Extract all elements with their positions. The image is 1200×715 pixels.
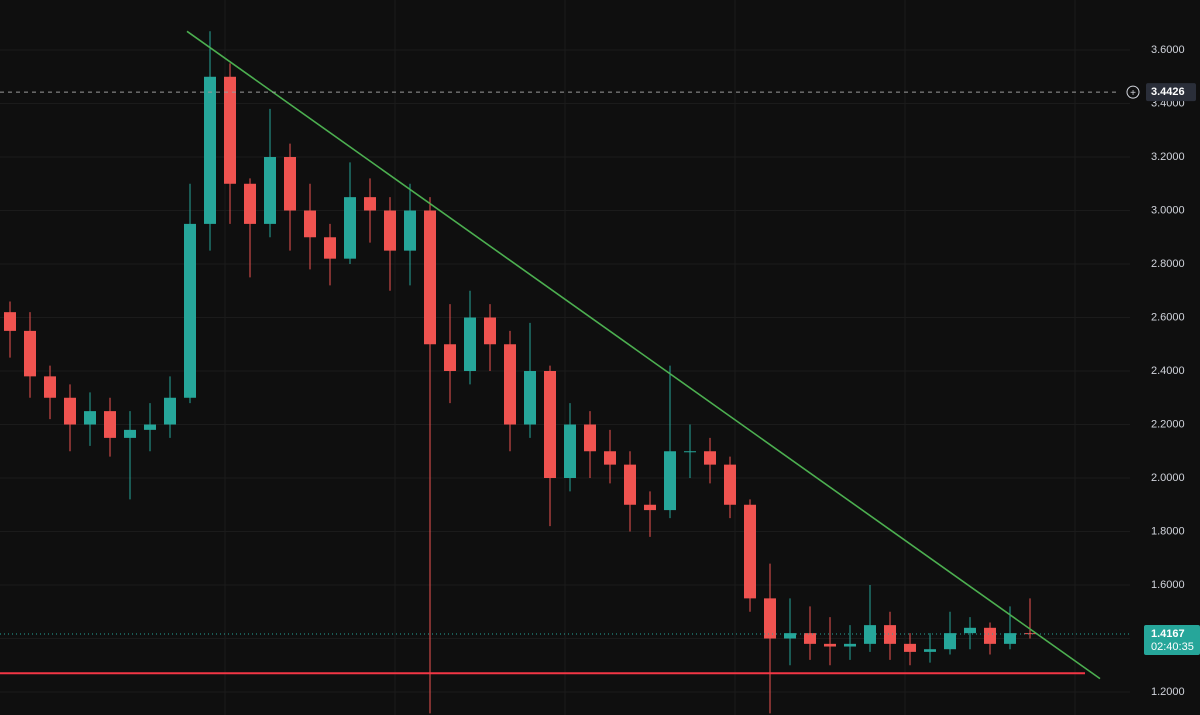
y-tick-label: 3.2000 bbox=[1151, 151, 1185, 163]
candle-body bbox=[84, 411, 96, 425]
y-tick-label: 3.6000 bbox=[1151, 44, 1185, 56]
candle-body bbox=[364, 197, 376, 211]
candle-body bbox=[924, 649, 936, 652]
candle-body bbox=[724, 464, 736, 505]
candle-body bbox=[984, 627, 996, 644]
y-tick-label: 2.2000 bbox=[1151, 418, 1185, 430]
candle-body bbox=[784, 633, 796, 639]
candle-body bbox=[704, 451, 716, 465]
y-tick-label: 3.0000 bbox=[1151, 204, 1185, 216]
candle-body bbox=[804, 633, 816, 644]
candle-body bbox=[604, 451, 616, 465]
y-tick-label: 1.8000 bbox=[1151, 525, 1185, 537]
candle-body bbox=[284, 157, 296, 211]
candle-body bbox=[1004, 633, 1016, 644]
candle-body bbox=[164, 397, 176, 425]
y-tick-label: 1.6000 bbox=[1151, 579, 1185, 591]
candle-body bbox=[504, 344, 516, 425]
candle-body bbox=[384, 210, 396, 251]
candle-body bbox=[484, 317, 496, 345]
countdown-label: 02:40:35 bbox=[1151, 641, 1194, 653]
candle-body bbox=[404, 210, 416, 251]
candle-body bbox=[664, 451, 676, 511]
last-price-label: 1.4167 bbox=[1151, 628, 1185, 640]
candle-body bbox=[304, 210, 316, 238]
candle-body bbox=[4, 312, 16, 331]
candle-body bbox=[844, 643, 856, 647]
crosshair-label: 3.4426 bbox=[1151, 86, 1185, 98]
candle-body bbox=[24, 330, 36, 377]
vertical-grid bbox=[224, 0, 1076, 715]
candle-body bbox=[64, 397, 76, 425]
candle-body bbox=[524, 371, 536, 425]
candle-body bbox=[824, 643, 836, 647]
candle-body bbox=[444, 344, 456, 372]
candle-body bbox=[964, 627, 976, 634]
candle-body bbox=[684, 451, 696, 453]
y-tick-label: 2.0000 bbox=[1151, 472, 1185, 484]
candle-body bbox=[184, 223, 196, 398]
candle-body bbox=[464, 317, 476, 372]
candle-body bbox=[624, 464, 636, 505]
candle-body bbox=[44, 376, 56, 398]
candle-body bbox=[944, 633, 956, 650]
candle-body bbox=[344, 197, 356, 259]
candle-body bbox=[424, 210, 436, 345]
add-alert-icon bbox=[1126, 85, 1140, 99]
candle-body bbox=[744, 504, 756, 599]
candle-body bbox=[564, 424, 576, 479]
last-price-bg bbox=[1144, 625, 1200, 656]
y-tick-label: 1.2000 bbox=[1151, 686, 1185, 698]
y-tick-label: 2.4000 bbox=[1151, 365, 1185, 377]
candle-body bbox=[864, 625, 876, 644]
candle-body bbox=[764, 598, 776, 639]
candle-body bbox=[544, 371, 556, 479]
crosshair-label-bg bbox=[1146, 83, 1196, 102]
candle-body bbox=[144, 424, 156, 430]
plus-icon: + bbox=[1130, 88, 1136, 99]
candle-body bbox=[324, 237, 336, 259]
trend-line bbox=[186, 30, 1101, 680]
candle-body bbox=[224, 76, 236, 184]
candle-body bbox=[904, 643, 916, 652]
candle-body bbox=[884, 625, 896, 644]
candle-body bbox=[584, 424, 596, 452]
candle-body bbox=[264, 157, 276, 224]
candle-body bbox=[1024, 633, 1036, 635]
candle-body bbox=[244, 183, 256, 224]
y-tick-label: 2.6000 bbox=[1151, 311, 1185, 323]
candle-body bbox=[104, 411, 116, 438]
candle-body bbox=[644, 504, 656, 511]
candle-body bbox=[124, 429, 136, 438]
y-tick-label: 2.8000 bbox=[1151, 258, 1185, 270]
candle-body bbox=[204, 76, 216, 224]
